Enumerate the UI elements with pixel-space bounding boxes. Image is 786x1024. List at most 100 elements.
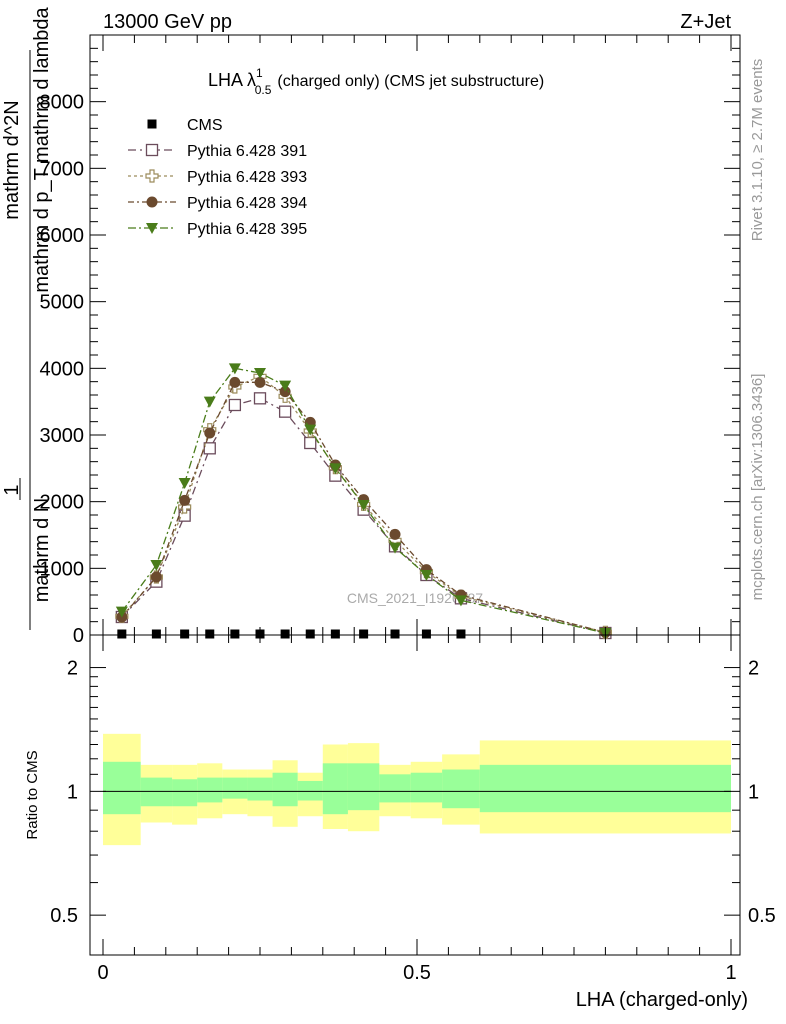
- chart-title-sup: 1: [256, 66, 263, 80]
- data-point: [390, 629, 400, 639]
- data-point: [359, 629, 369, 639]
- data-point: [279, 380, 292, 392]
- series-0: [117, 629, 466, 639]
- data-point: [150, 571, 162, 583]
- main-ytick-label: 7000: [40, 158, 85, 180]
- data-point: [421, 629, 431, 639]
- ratio-ytick-label: 2: [67, 658, 78, 680]
- data-point: [204, 427, 216, 439]
- legend-label: Pythia 6.428 391: [187, 143, 307, 160]
- data-point: [203, 396, 216, 408]
- data-point: [420, 570, 433, 581]
- inner-band-bin: [272, 772, 298, 807]
- main-ytick-label: 1000: [40, 558, 85, 580]
- inner-band-bin: [140, 777, 173, 807]
- inner-band-bin: [347, 763, 380, 811]
- ylabel-den-line: mathrm d p_T mathrm d lambda: [31, 6, 53, 292]
- legend-marker: [145, 143, 159, 157]
- ratio-panel: 0.5 0.5 1 1 2 2 0 0.5 1 Ratio to CMS LHA (charge…: [24, 634, 776, 1011]
- chart-title-main: LHA λ: [208, 70, 256, 90]
- main-ylabel: 1 mathrm d N mathrm d^2N mathrm d p_T ma…: [1, 6, 53, 630]
- inner-band-bin: [297, 780, 323, 801]
- data-point: [117, 629, 127, 639]
- main-ytick-label: 0: [73, 625, 84, 647]
- series-line: [121, 381, 606, 633]
- inner-band-bin: [172, 779, 198, 807]
- ratio-xtick-label: 0: [97, 962, 108, 984]
- ratio-ytick-label: 0.5: [50, 905, 78, 927]
- main-axes: 0 1000 2000 3000 4000 5000 6000 7000 8000: [40, 35, 740, 647]
- data-point: [180, 629, 190, 639]
- data-point: [389, 528, 401, 540]
- data-point: [205, 629, 215, 639]
- data-point: [304, 436, 317, 450]
- data-point: [115, 606, 128, 618]
- data-point: [280, 629, 290, 639]
- ratio-ytick-label: 1: [67, 781, 78, 803]
- ratio-ytick-label-right: 0.5: [748, 905, 776, 927]
- ylabel-den: mathrm d N: [31, 498, 53, 602]
- ylabel-num: 1: [1, 484, 23, 495]
- ratio-xtick-label: 1: [725, 962, 736, 984]
- main-ytick-label: 8000: [40, 92, 85, 114]
- x-axis-label: LHA (charged-only): [576, 989, 748, 1011]
- legend-entry: Pythia 6.428 393: [128, 169, 307, 186]
- inner-band-bin: [379, 774, 411, 803]
- data-point: [304, 424, 317, 436]
- inner-band-bin: [222, 777, 248, 799]
- inner-band-bin: [247, 777, 273, 801]
- series-4: [115, 363, 612, 639]
- inner-band-bin: [479, 764, 731, 813]
- legend-entry: CMS: [147, 117, 223, 134]
- data-point: [454, 595, 467, 607]
- data-point: [228, 398, 242, 412]
- mcplots-label: mcplots.cern.ch [arXiv:1306.3436]: [749, 374, 766, 601]
- chart-title-rest: (charged only) (CMS jet substructure): [277, 73, 544, 90]
- ratio-ylabel: Ratio to CMS: [24, 750, 41, 839]
- data-point: [229, 376, 241, 388]
- data-point: [178, 478, 191, 489]
- data-point: [254, 376, 266, 388]
- data-point: [150, 560, 163, 571]
- rivet-label: Rivet 3.1.10, ≥ 2.7M events: [749, 59, 766, 242]
- main-ytick-label: 2000: [40, 492, 85, 514]
- ratio-ytick-label-right: 2: [748, 658, 759, 680]
- inner-band-bin: [197, 777, 223, 803]
- ylabel-num-line: mathrm d^2N: [1, 100, 23, 219]
- inner-band-bin: [442, 769, 480, 809]
- process-label: Z+Jet: [680, 11, 731, 33]
- legend-label: Pythia 6.428 394: [187, 195, 307, 212]
- energy-label: 13000 GeV pp: [103, 11, 232, 33]
- legend-marker: [146, 223, 158, 234]
- legend-label: Pythia 6.428 393: [187, 169, 307, 186]
- series-line: [121, 375, 606, 633]
- data-point: [228, 363, 241, 375]
- ratio-frame: [89, 634, 741, 956]
- data-point: [305, 629, 315, 639]
- chart-title: LHA λ1 0.5 (charged only) (CMS jet substru…: [208, 66, 544, 97]
- inner-band-bin: [322, 763, 348, 815]
- main-ytick-label: 3000: [40, 425, 85, 447]
- data-point: [329, 463, 342, 475]
- data-point: [253, 392, 267, 405]
- legend-label: CMS: [187, 117, 223, 134]
- legend-marker: [145, 169, 159, 183]
- data-point: [179, 494, 191, 506]
- chart-title-sub: 0.5: [255, 83, 272, 97]
- data-point: [330, 629, 340, 639]
- ratio-ytick-label-right: 1: [748, 781, 759, 803]
- chart-watermark: CMS_2021_I1920187: [347, 590, 483, 606]
- main-series-group: [115, 363, 612, 640]
- data-point: [203, 442, 216, 455]
- data-point: [230, 629, 240, 639]
- legend-entry: Pythia 6.428 394: [128, 195, 307, 212]
- data-point: [389, 542, 402, 554]
- legend-marker: [146, 196, 158, 208]
- ratio-axes: 0.5 0.5 1 1 2 2 0 0.5 1: [50, 635, 776, 984]
- legend-entry: Pythia 6.428 391: [128, 143, 307, 160]
- data-point: [357, 500, 370, 511]
- main-ytick-label: 5000: [40, 292, 85, 314]
- legend-entry: Pythia 6.428 395: [128, 221, 307, 238]
- legend: CMS Pythia 6.428 391 Pythia 6.428 393 Pythi…: [128, 117, 307, 238]
